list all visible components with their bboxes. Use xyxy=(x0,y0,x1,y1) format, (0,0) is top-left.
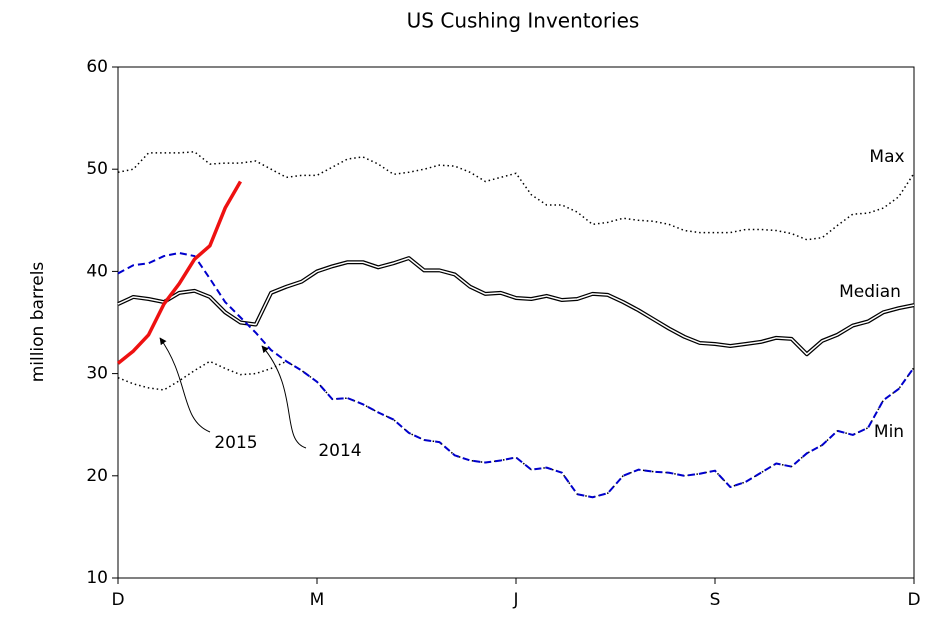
x-tick-label: D xyxy=(111,590,124,610)
series-line xyxy=(117,151,915,241)
series-label: Median xyxy=(839,282,901,302)
series-line xyxy=(116,180,242,365)
annotation-arrow xyxy=(159,337,211,433)
y-tick-label: 10 xyxy=(86,568,108,588)
y-tick-label: 60 xyxy=(86,57,108,77)
series-line xyxy=(117,256,915,357)
series-label: Min xyxy=(874,422,904,442)
series-label: Max xyxy=(869,147,904,167)
series-label: 2015 xyxy=(214,433,257,453)
y-tick-label: 50 xyxy=(86,159,108,179)
series-line xyxy=(117,252,915,499)
y-tick-label: 40 xyxy=(86,261,108,281)
x-tick-label: S xyxy=(710,590,721,610)
series-line xyxy=(117,360,915,499)
y-axis-label: million barrels xyxy=(28,262,48,383)
y-tick-label: 30 xyxy=(86,364,108,384)
x-tick-label: J xyxy=(512,590,518,610)
x-tick-label: D xyxy=(907,590,920,610)
chart-title: US Cushing Inventories xyxy=(407,9,640,33)
y-tick-label: 20 xyxy=(86,466,108,486)
series-label: 2014 xyxy=(318,441,361,461)
series-line xyxy=(117,257,915,355)
annotation-arrow xyxy=(261,345,307,449)
x-tick-label: M xyxy=(310,590,325,610)
